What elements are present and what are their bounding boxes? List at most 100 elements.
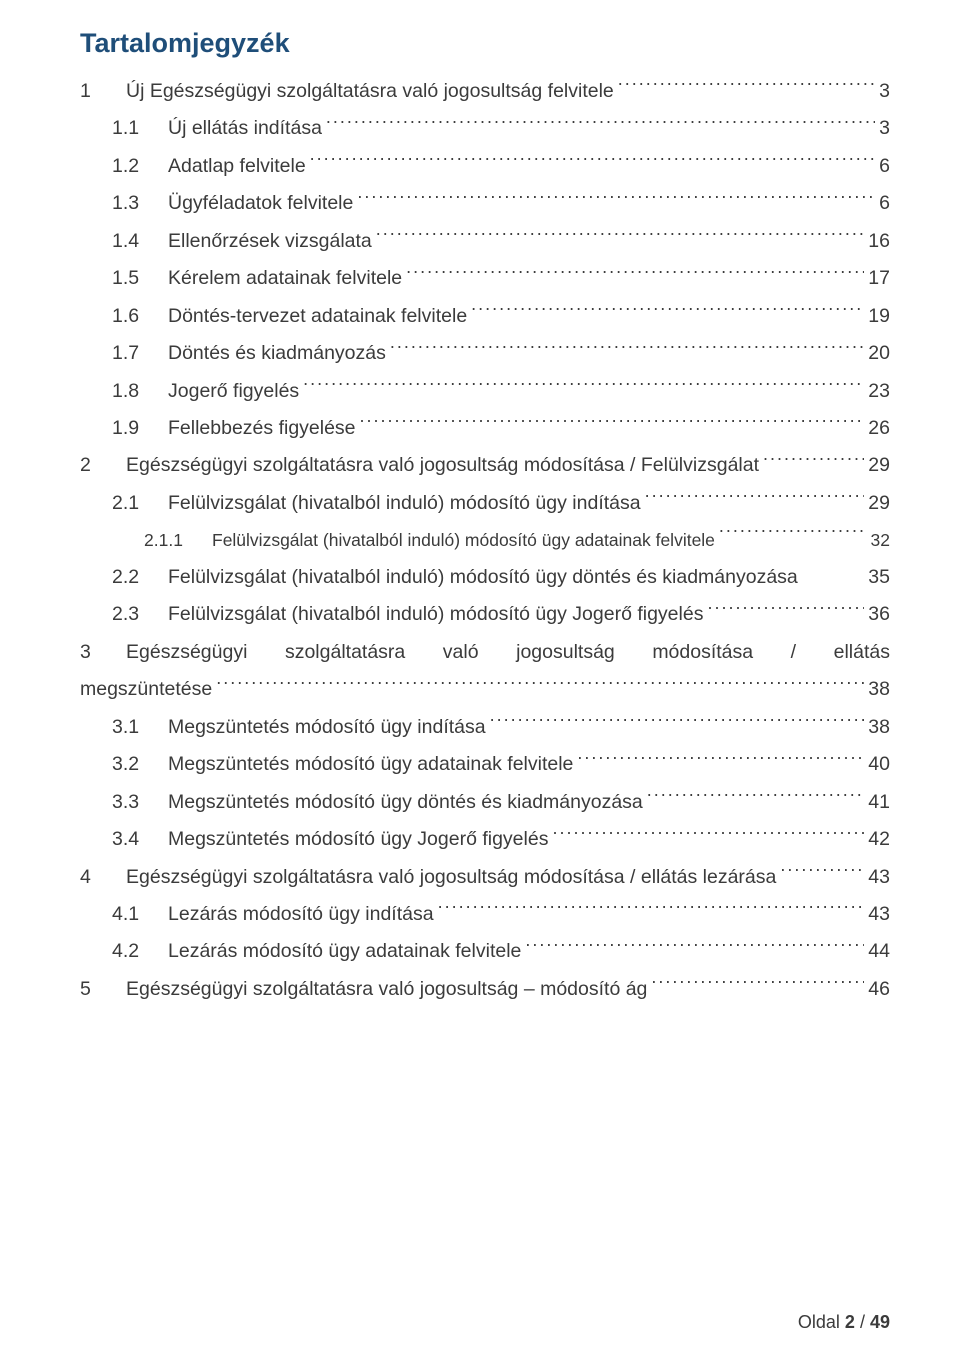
toc-label: Egészségügyi szolgáltatásra való jogosul…: [126, 971, 647, 1008]
toc-number: 1.5: [112, 260, 168, 297]
toc-leader-dots: [647, 788, 865, 808]
toc-leader-dots: [763, 452, 864, 472]
toc-entry[interactable]: 3.4Megszüntetés módosító ügy Jogerő figy…: [80, 821, 890, 858]
toc-label: Lezárás módosító ügy adatainak felvitele: [168, 933, 521, 970]
toc-page-number: 35: [868, 559, 890, 596]
toc-page-number: 32: [871, 522, 890, 559]
toc-page-number: 43: [868, 859, 890, 896]
toc-label: Ügyféladatok felvitele: [168, 185, 353, 222]
toc-number: 1: [80, 73, 126, 110]
toc-number: 2.1.1: [144, 522, 212, 559]
toc-label: Felülvizsgálat (hivatalból induló) módos…: [212, 522, 715, 559]
toc-leader-dots: [310, 152, 875, 172]
toc-label: Megszüntetés módosító ügy döntés és kiad…: [168, 784, 643, 821]
footer-separator: /: [860, 1312, 865, 1332]
toc-entry[interactable]: 2Egészségügyi szolgáltatásra való jogosu…: [80, 447, 890, 484]
toc-number: 5: [80, 971, 126, 1008]
toc-entry[interactable]: 3.3Megszüntetés módosító ügy döntés és k…: [80, 784, 890, 821]
toc-page-number: 38: [868, 709, 890, 746]
toc-leader-dots: [390, 340, 864, 360]
footer-label: Oldal: [798, 1312, 840, 1332]
toc-leader-dots: [525, 938, 864, 958]
toc-number: 1.4: [112, 223, 168, 260]
toc-entry[interactable]: 1.6Döntés-tervezet adatainak felvitele 1…: [80, 298, 890, 335]
footer-current-page: 2: [845, 1312, 855, 1332]
toc-entry[interactable]: 2.1Felülvizsgálat (hivatalból induló) mó…: [80, 485, 890, 522]
toc-leader-dots: [490, 713, 865, 733]
toc-page-number: 26: [868, 410, 890, 447]
toc-number: 3: [80, 634, 126, 671]
toc-page-number: 19: [868, 298, 890, 335]
toc-page-number: 36: [868, 596, 890, 633]
toc-label-line2: megszüntetése: [80, 671, 212, 708]
toc-page-number: 29: [868, 447, 890, 484]
toc-page-number: 38: [868, 671, 890, 708]
toc-label: Megszüntetés módosító ügy adatainak felv…: [168, 746, 573, 783]
toc-page-number: 44: [868, 933, 890, 970]
toc-number: 1.7: [112, 335, 168, 372]
toc-entry[interactable]: 1.3Ügyféladatok felvitele 6: [80, 185, 890, 222]
toc-number: 1.9: [112, 410, 168, 447]
toc-entry[interactable]: 1.4Ellenőrzések vizsgálata 16: [80, 223, 890, 260]
toc-entry[interactable]: 3.1Megszüntetés módosító ügy indítása 38: [80, 709, 890, 746]
toc-number: 2.1: [112, 485, 168, 522]
toc-number: 3.1: [112, 709, 168, 746]
toc-number: 2.2: [112, 559, 168, 596]
toc-page-number: 42: [868, 821, 890, 858]
toc-entry[interactable]: 1.5Kérelem adatainak felvitele 17: [80, 260, 890, 297]
toc-entry[interactable]: 2.3Felülvizsgálat (hivatalból induló) mó…: [80, 596, 890, 633]
toc-page-number: 46: [868, 971, 890, 1008]
toc-leader-dots: [577, 751, 864, 771]
toc-page-number: 3: [879, 110, 890, 147]
toc-entry[interactable]: 2.2Felülvizsgálat (hivatalból induló) mó…: [80, 559, 890, 596]
toc-number: 2: [80, 447, 126, 484]
toc-number: 3.2: [112, 746, 168, 783]
toc-leader-dots: [552, 826, 864, 846]
toc-leader-dots: [645, 489, 865, 509]
toc-number: 1.1: [112, 110, 168, 147]
toc-label: Megszüntetés módosító ügy indítása: [168, 709, 486, 746]
toc-leader-dots: [216, 676, 864, 696]
toc-entry[interactable]: 1.1Új ellátás indítása 3: [80, 110, 890, 147]
toc-label: Felülvizsgálat (hivatalból induló) módos…: [168, 596, 703, 633]
toc-leader-dots: [618, 78, 875, 98]
toc-entry[interactable]: 1.7Döntés és kiadmányozás 20: [80, 335, 890, 372]
toc-entry[interactable]: 3Egészségügyi szolgáltatásra való jogosu…: [80, 634, 890, 709]
toc-number: 1.3: [112, 185, 168, 222]
page: Tartalomjegyzék 1Új Egészségügyi szolgál…: [0, 0, 960, 1367]
toc-label: Lezárás módosító ügy indítása: [168, 896, 434, 933]
toc-page-number: 20: [868, 335, 890, 372]
toc-label: Új Egészségügyi szolgáltatásra való jogo…: [126, 73, 614, 110]
toc-page-number: 23: [868, 373, 890, 410]
toc-label-line1: 3Egészségügyi szolgáltatásra való jogosu…: [80, 634, 890, 671]
toc-label: Döntés és kiadmányozás: [168, 335, 386, 372]
toc-entry[interactable]: 4Egészségügyi szolgáltatásra való jogosu…: [80, 859, 890, 896]
toc-label: Egészségügyi szolgáltatásra való jogosul…: [126, 447, 759, 484]
toc-leader-dots: [471, 302, 864, 322]
toc-leader-dots: [360, 414, 865, 434]
toc-page-number: 3: [879, 73, 890, 110]
toc-entry[interactable]: 1.9Fellebbezés figyelése 26: [80, 410, 890, 447]
toc-entry[interactable]: 1.8Jogerő figyelés 23: [80, 373, 890, 410]
toc-number: 2.3: [112, 596, 168, 633]
toc-entry[interactable]: 4.2Lezárás módosító ügy adatainak felvit…: [80, 933, 890, 970]
toc-entry[interactable]: 3.2Megszüntetés módosító ügy adatainak f…: [80, 746, 890, 783]
toc-label: Jogerő figyelés: [168, 373, 299, 410]
toc-entry[interactable]: 1.2Adatlap felvitele 6: [80, 148, 890, 185]
toc-number: 3.3: [112, 784, 168, 821]
toc-entry[interactable]: 2.1.1Felülvizsgálat (hivatalból induló) …: [80, 522, 890, 559]
toc-label: Megszüntetés módosító ügy Jogerő figyelé…: [168, 821, 548, 858]
toc-leader-dots: [376, 227, 865, 247]
toc-number: 1.8: [112, 373, 168, 410]
toc-title: Tartalomjegyzék: [80, 28, 890, 59]
toc-page-number: 6: [879, 148, 890, 185]
toc-label: Egészségügyi szolgáltatásra való jogosul…: [126, 859, 776, 896]
toc-page-number: 17: [868, 260, 890, 297]
toc-entry[interactable]: 1Új Egészségügyi szolgáltatásra való jog…: [80, 73, 890, 110]
toc-entry[interactable]: 5Egészségügyi szolgáltatásra való jogosu…: [80, 971, 890, 1008]
toc-page-number: 6: [879, 185, 890, 222]
toc-leader-dots: [326, 115, 875, 135]
toc-number: 4.2: [112, 933, 168, 970]
toc-entry[interactable]: 4.1Lezárás módosító ügy indítása 43: [80, 896, 890, 933]
toc-page-number: 43: [868, 896, 890, 933]
